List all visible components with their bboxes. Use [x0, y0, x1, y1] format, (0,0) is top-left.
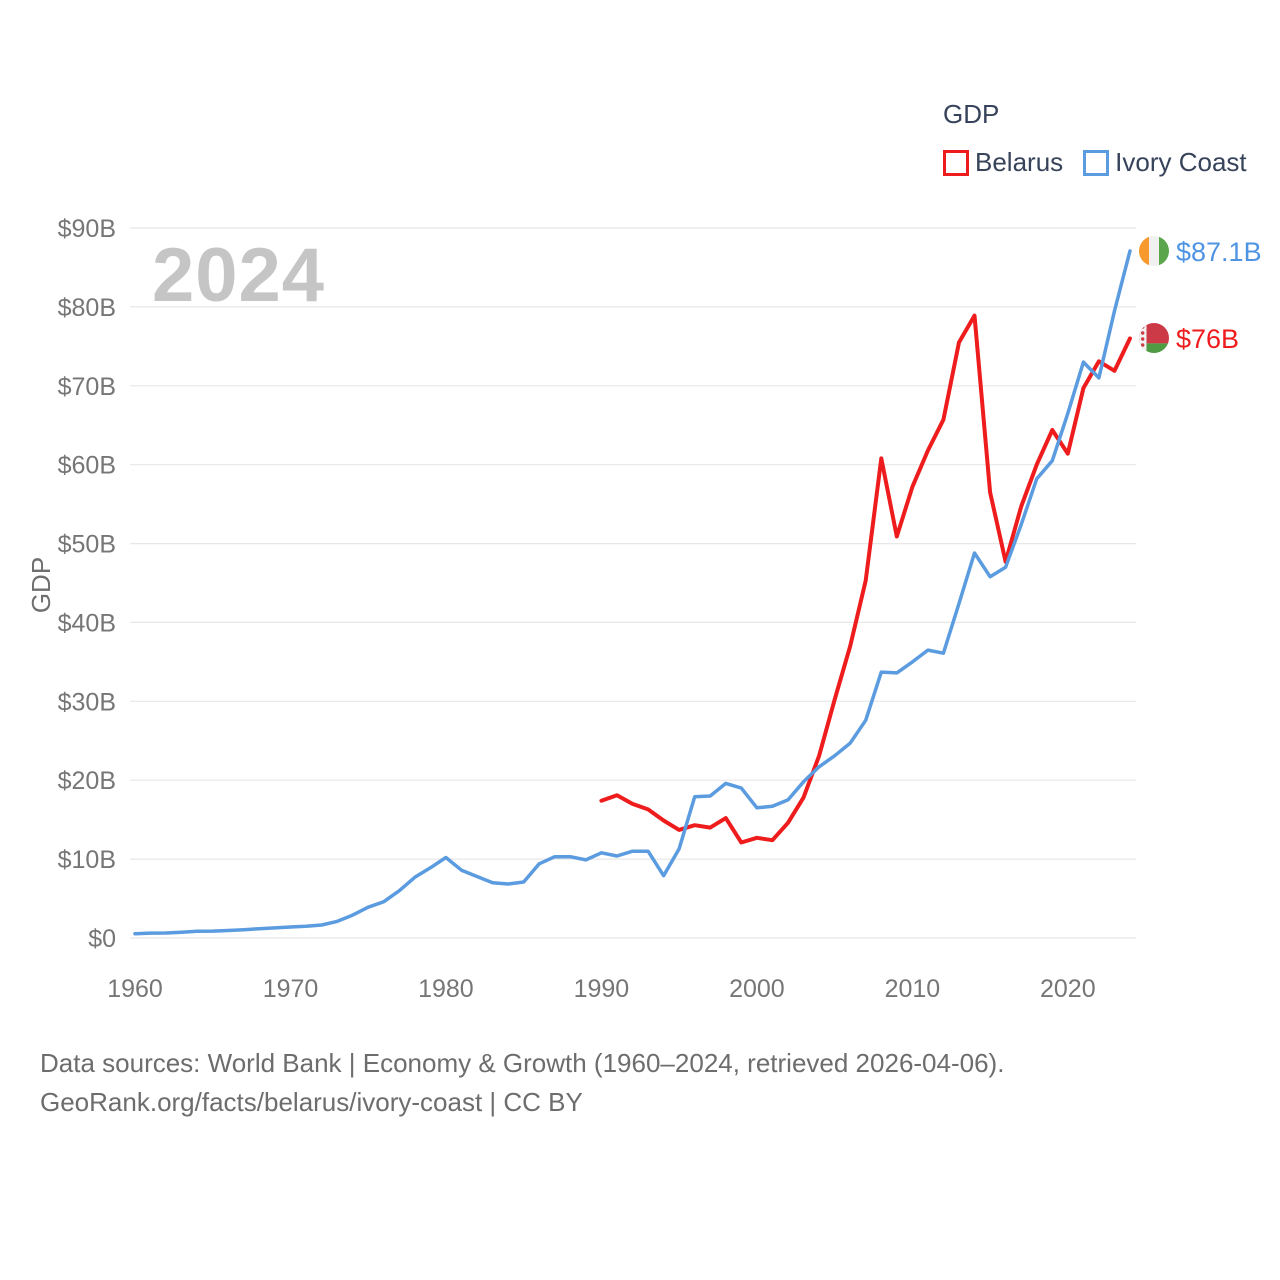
grid-layer: $0 $10B $20B $30B $40B $50B $60B $70B $80B $90B 19… [58, 215, 1136, 1003]
legend-row: Belarus Ivory Coast [943, 147, 1247, 178]
x-tick-label: 2000 [729, 975, 785, 1003]
legend-item-ivory-coast[interactable]: Ivory Coast [1083, 147, 1247, 178]
y-tick-label: $60B [58, 452, 116, 480]
x-tick-label: 2020 [1040, 975, 1096, 1003]
y-tick-label: $20B [58, 767, 116, 795]
y-tick-label: $80B [58, 294, 116, 322]
footer-data-sources: Data sources: World Bank | Economy & Gro… [40, 1048, 1005, 1078]
ivory-coast-swatch-icon [1083, 149, 1110, 176]
y-tick-label: $40B [58, 609, 116, 637]
belarus-flag-icon [1139, 323, 1169, 353]
y-tick-label: $10B [58, 846, 116, 874]
y-tick-label: $70B [58, 373, 116, 401]
footer-attribution: GeoRank.org/facts/belarus/ivory-coast | … [40, 1087, 583, 1117]
ivory-coast-flag-green-band [1159, 236, 1169, 266]
y-axis-title: GDP [26, 557, 56, 613]
footer: Data sources: World Bank | Economy & Gro… [40, 1044, 1004, 1122]
legend-item-label: Belarus [975, 147, 1064, 177]
x-tick-label: 1970 [263, 975, 319, 1003]
legend-item-belarus[interactable]: Belarus [943, 147, 1063, 178]
series-line-ivory-coast[interactable] [133, 249, 1132, 936]
legend-item-label: Ivory Coast [1115, 147, 1247, 177]
y-tick-label: $30B [58, 688, 116, 716]
legend-title: GDP [943, 99, 1000, 129]
belarus-value-label: $76B [1176, 324, 1239, 354]
x-tick-label: 2010 [885, 975, 941, 1003]
ivory-coast-flag-icon [1139, 236, 1169, 266]
ivory-coast-flag-white-band [1149, 236, 1159, 266]
legend: GDP Belarus Ivory Coast [943, 99, 1247, 178]
y-tick-label: $50B [58, 531, 116, 559]
watermark-year: 2024 [152, 233, 325, 318]
series-layer [133, 249, 1132, 936]
series-line-belarus[interactable] [599, 313, 1132, 845]
y-tick-label: $0 [88, 925, 116, 953]
x-tick-label: 1980 [418, 975, 474, 1003]
ivory-coast-value-label: $87.1B [1176, 237, 1262, 267]
ivory-coast-flag-orange-band [1139, 236, 1149, 266]
belarus-flag-green-band [1139, 343, 1169, 353]
y-tick-label: $90B [58, 215, 116, 243]
x-tick-label: 1990 [574, 975, 630, 1003]
x-tick-label: 1960 [107, 975, 163, 1003]
belarus-swatch-icon [943, 149, 969, 176]
